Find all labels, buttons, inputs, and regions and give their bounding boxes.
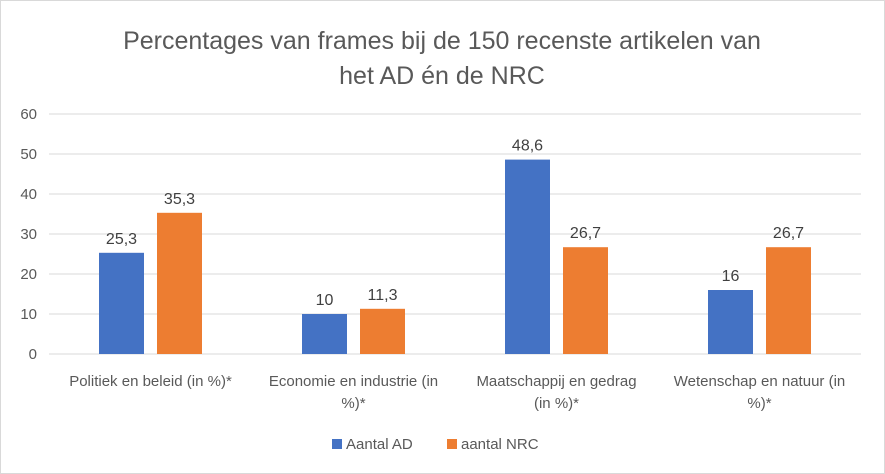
x-category-label: Politiek en beleid (in %)* xyxy=(69,373,232,390)
bar-ad xyxy=(708,290,753,354)
data-label: 25,3 xyxy=(106,231,137,248)
data-label: 16 xyxy=(722,268,740,285)
y-tick-label: 20 xyxy=(20,266,37,283)
bar-ad xyxy=(302,314,347,354)
y-tick-label: 50 xyxy=(20,146,37,163)
data-label: 11,3 xyxy=(368,287,398,304)
data-label: 35,3 xyxy=(164,191,195,208)
legend-swatch xyxy=(447,439,457,449)
bar-nrc xyxy=(360,308,405,354)
bar-ad xyxy=(505,159,550,354)
data-labels: 25,3 35,3 10 11,3 48,6 26,7 16 26,7 xyxy=(106,138,804,309)
x-category-label: %)* xyxy=(341,395,365,412)
chart-title-line: het AD én de NRC xyxy=(339,62,545,90)
data-label: 10 xyxy=(316,292,334,309)
y-tick-label: 10 xyxy=(20,306,37,323)
y-tick-label: 30 xyxy=(20,226,37,243)
x-category-label: Maatschappij en gedrag xyxy=(476,373,636,390)
legend-swatch xyxy=(332,439,342,449)
legend: Aantal AD aantal NRC xyxy=(332,436,539,453)
bars xyxy=(99,159,811,354)
y-tick-label: 0 xyxy=(29,346,37,363)
legend-label: aantal NRC xyxy=(461,436,539,453)
chart-title: Percentages van frames bij de 150 recens… xyxy=(123,27,761,90)
y-tick-label: 40 xyxy=(20,186,37,203)
x-category-label: Wetenschap en natuur (in xyxy=(674,373,846,390)
x-category-label: %)* xyxy=(747,395,771,412)
bar-ad xyxy=(99,252,144,354)
bar-nrc xyxy=(157,212,202,354)
y-tick-label: 60 xyxy=(20,106,37,123)
x-category-label: Economie en industrie (in xyxy=(269,373,438,390)
x-axis-categories: Politiek en beleid (in %)* Economie en in… xyxy=(69,373,845,412)
data-label: 48,6 xyxy=(512,138,543,155)
data-label: 26,7 xyxy=(570,225,601,242)
data-label: 26,7 xyxy=(773,225,804,242)
legend-label: Aantal AD xyxy=(346,436,413,453)
bar-nrc xyxy=(766,247,811,354)
x-category-label: (in %)* xyxy=(534,395,579,412)
bar-nrc xyxy=(563,247,608,354)
chart-title-line: Percentages van frames bij de 150 recens… xyxy=(123,27,761,55)
y-axis-ticks: 0 10 20 30 40 50 60 xyxy=(20,106,37,363)
